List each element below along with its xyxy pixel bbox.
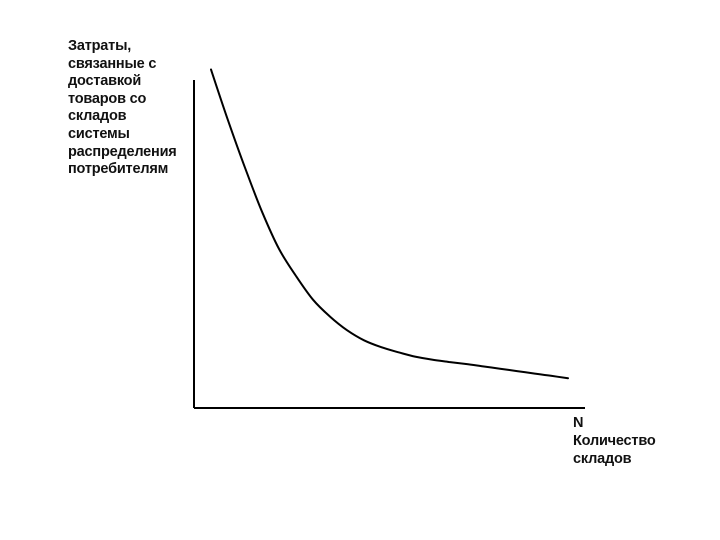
y-axis-label-line: доставкой	[68, 73, 142, 90]
y-axis-label-line: связанные с	[68, 55, 157, 72]
y-axis-label-line: товаров со	[68, 90, 147, 107]
x-axis-label-line: складов	[573, 451, 632, 467]
y-axis-label-line: распределения	[68, 143, 177, 160]
y-axis-label-line: Затраты,	[68, 38, 132, 54]
x-axis-symbol: N	[573, 415, 584, 431]
y-axis-label: Затраты, связанные с доставкой товаров с…	[68, 38, 208, 179]
series-line	[210, 68, 569, 380]
y-axis-label-line: потребителям	[68, 161, 169, 178]
y-axis-label-line: системы	[68, 125, 130, 142]
y-axis-label-line: складов	[68, 108, 127, 125]
x-axis-label-line: Количество	[573, 433, 656, 449]
x-axis-label: N Количество складов	[573, 414, 683, 468]
